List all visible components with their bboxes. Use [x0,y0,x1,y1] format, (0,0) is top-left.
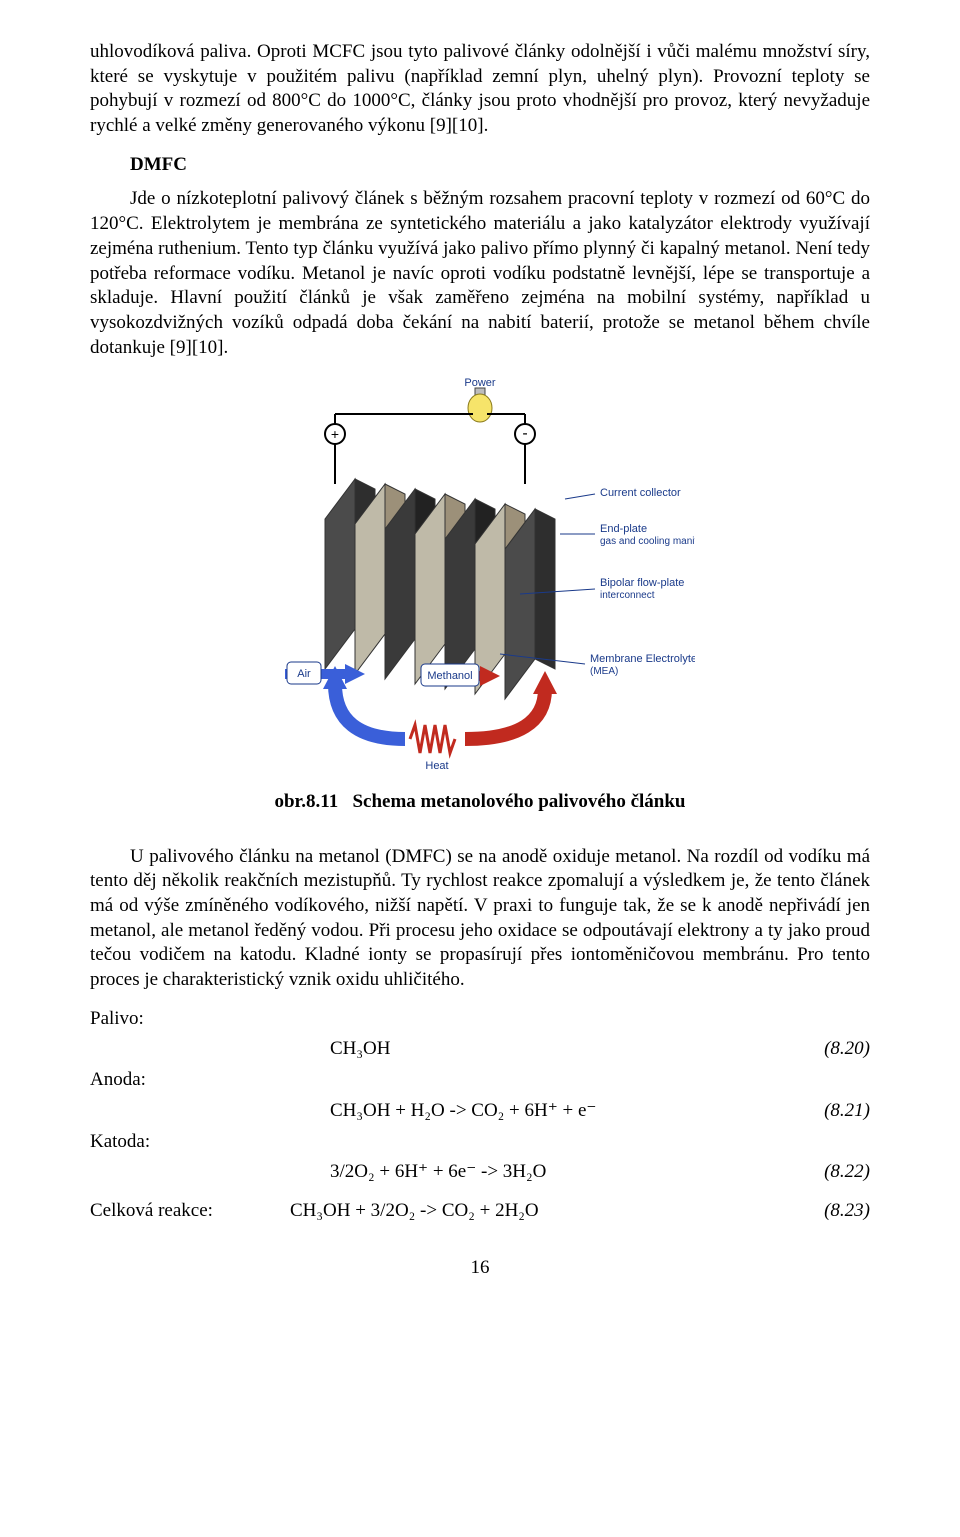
row-cathode-eq: 3/2O₂ + 6H⁺ + 6e⁻ -> 3H₂O (8.22) [90,1160,870,1185]
eq-total: CH₃OH + 3/2O₂ -> CO₂ + 2H₂O [270,1199,770,1224]
row-total: Celková reakce: CH₃OH + 3/2O₂ -> CO₂ + 2… [90,1199,870,1224]
page: uhlovodíková paliva. Oproti MCFC jsou ty… [0,0,960,1320]
eqnum-cathode: (8.22) [770,1160,870,1185]
row-cathode-label: Katoda: [90,1130,870,1155]
eqnum-fuel: (8.20) [770,1037,870,1062]
row-anode-eq: CH₃OH + H₂O -> CO₂ + 6H⁺ + e⁻ (8.21) [90,1099,870,1124]
eq-fuel: CH₃OH [270,1037,770,1062]
figure-caption-text: Schema metanolového palivového článku [352,791,685,812]
heat-coil-icon [410,725,455,753]
paragraph-2: Jde o nízkoteplotní palivový článek s bě… [90,187,870,360]
label-bipolar-sub: interconnect [600,590,655,601]
eq-anode: CH₃OH + H₂O -> CO₂ + 6H⁺ + e⁻ [270,1099,770,1124]
label-total: Celková reakce: [90,1199,270,1224]
label-mea: Membrane Electrolyte Assembly [590,653,695,665]
row-fuel-eq: CH₃OH (8.20) [90,1037,870,1062]
minus-terminal: - [522,425,527,442]
figure-caption-prefix: obr.8.11 [274,791,338,812]
label-power: Power [464,377,496,389]
label-anode: Anoda: [90,1068,270,1093]
label-end-plate: End-plate [600,523,647,535]
label-current-collector: Current collector [600,487,681,499]
eqnum-total: (8.23) [770,1199,870,1224]
heading-dmfc: DMFC [130,153,870,178]
label-methanol: Methanol [427,670,472,682]
eqnum-anode: (8.21) [770,1099,870,1124]
row-anode-label: Anoda: [90,1068,870,1093]
label-air: Air [297,668,311,680]
bottom-blue-arrow [323,666,405,739]
page-number: 16 [90,1256,870,1281]
figure-wrap: Power + - [90,374,870,782]
dmfc-svg: Power + - [265,374,695,774]
figure-caption: obr.8.11 Schema metanolového palivového … [90,790,870,815]
label-end-plate-sub: gas and cooling manifold [600,536,695,547]
eq-cathode: 3/2O₂ + 6H⁺ + 6e⁻ -> 3H₂O [270,1160,770,1185]
equations-block: Palivo: CH₃OH (8.20) Anoda: CH₃OH + H₂O … [90,1007,870,1224]
plus-terminal: + [331,426,339,442]
label-bipolar: Bipolar flow-plate [600,577,684,589]
figure-dmfc-schematic: Power + - [265,374,695,782]
label-fuel: Palivo: [90,1007,270,1032]
paragraph-3: U palivového článku na metanol (DMFC) se… [90,845,870,993]
label-cathode: Katoda: [90,1130,270,1155]
label-heat: Heat [425,760,448,772]
bulb-icon [465,388,495,422]
label-mea-sub: (MEA) [590,666,618,677]
paragraph-1: uhlovodíková paliva. Oproti MCFC jsou ty… [90,40,870,139]
row-fuel-label: Palivo: [90,1007,870,1032]
